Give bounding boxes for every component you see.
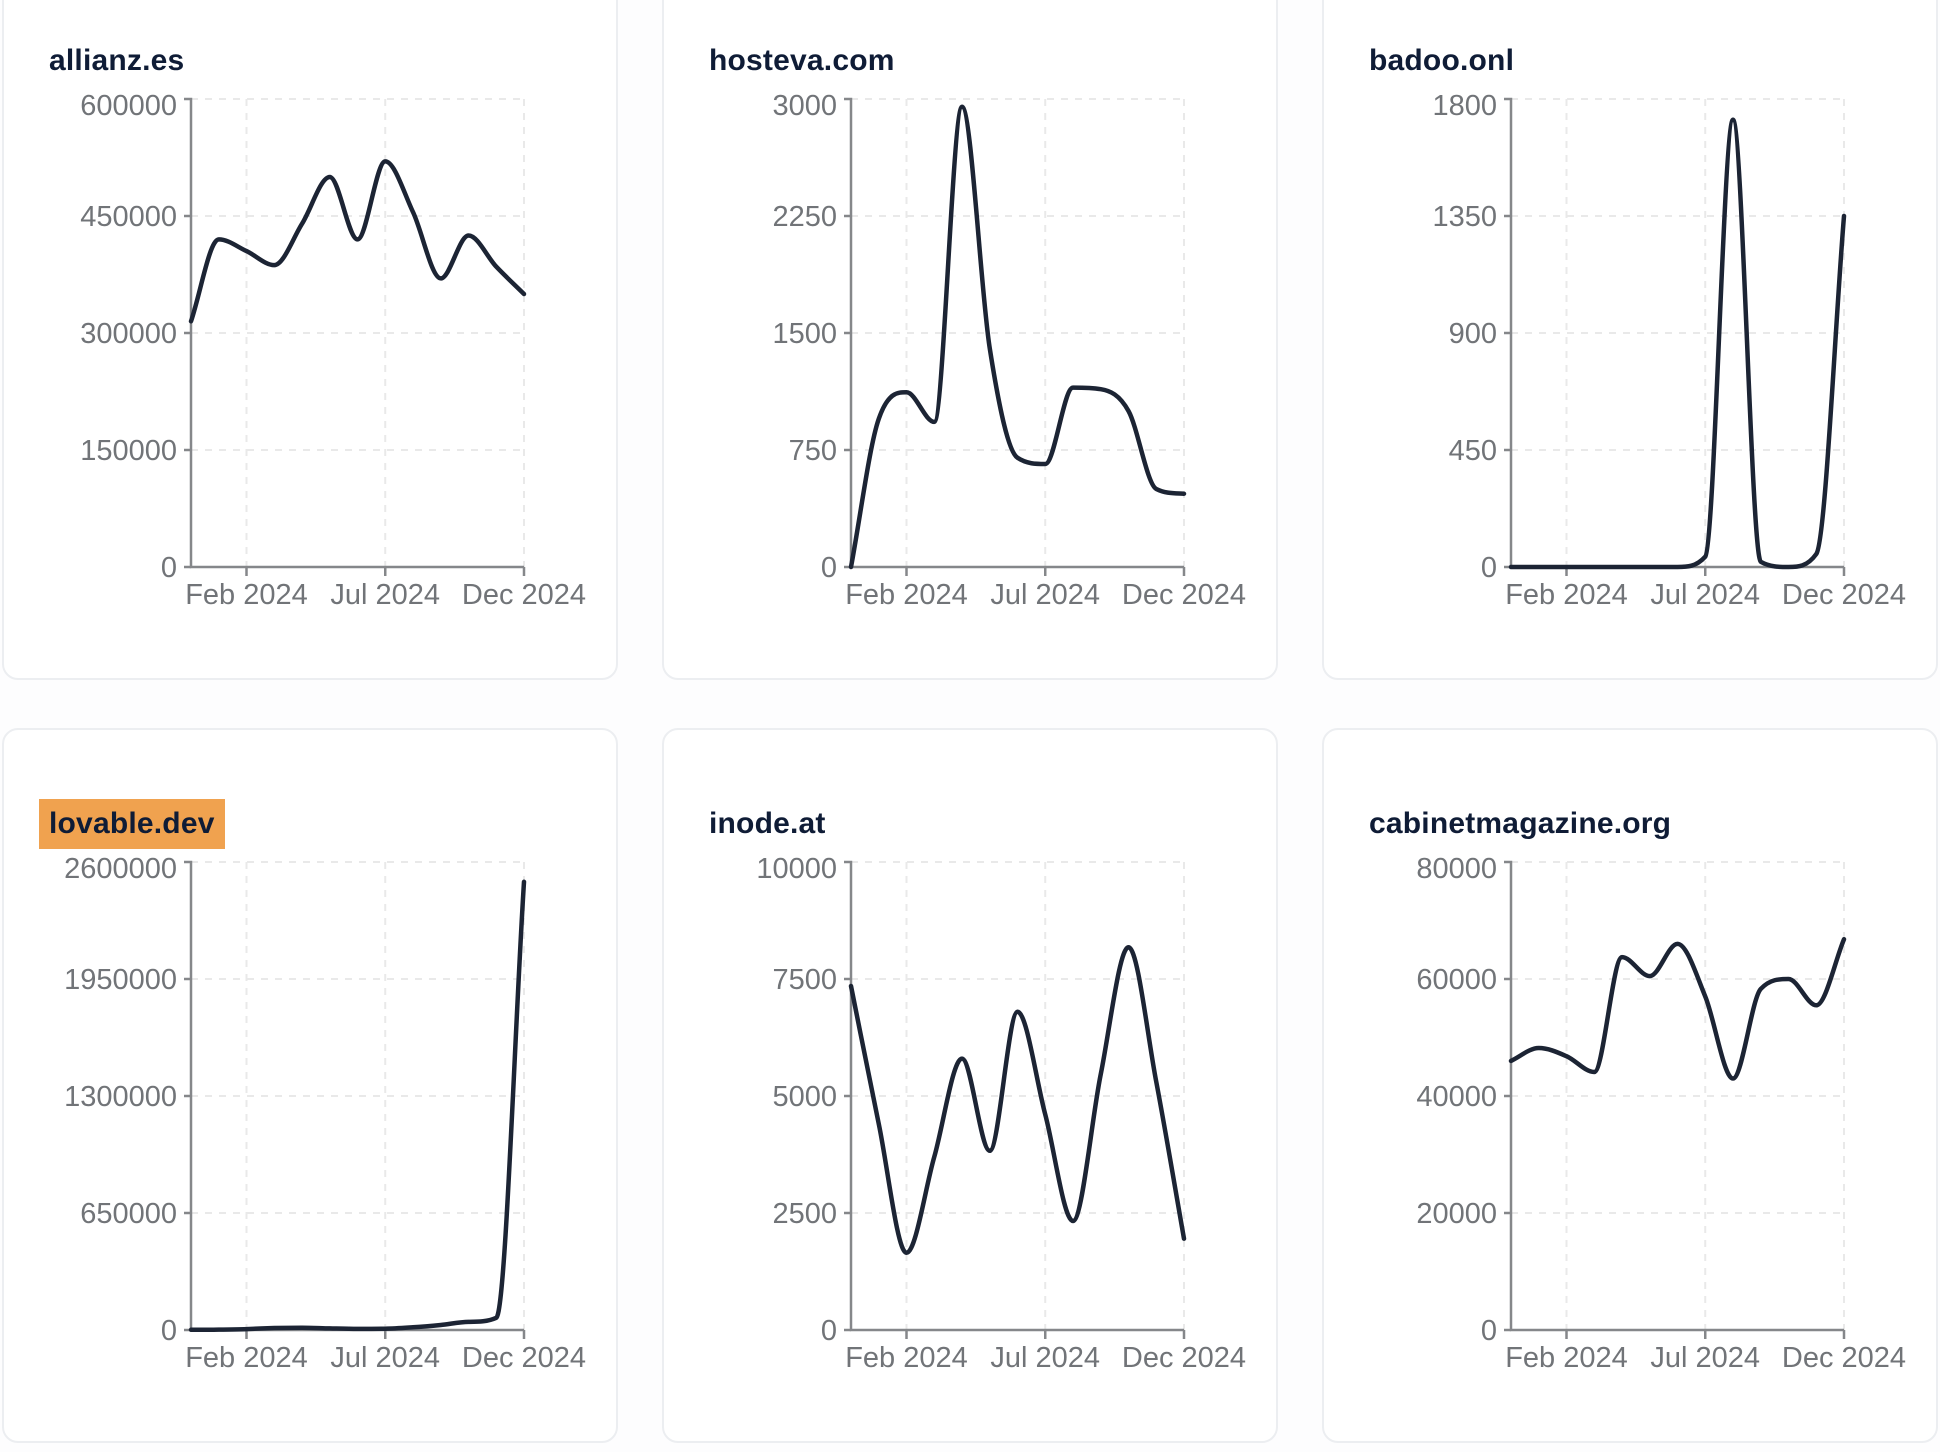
chart-title-text: badoo.onl — [1369, 43, 1515, 77]
y-tick-label: 1800 — [1432, 90, 1497, 122]
y-tick-label: 0 — [161, 552, 177, 584]
y-tick-label: 1950000 — [64, 964, 177, 996]
x-tick-label: Dec 2024 — [462, 579, 586, 611]
y-tick-label: 2250 — [772, 201, 837, 233]
y-tick-label: 2600000 — [64, 853, 177, 885]
y-tick-label: 450000 — [80, 201, 177, 233]
chart-title-text: inode.at — [709, 806, 826, 840]
chart-card-allianz.es: 0 150000 300000 450000 600000 Feb 2024 Jul 202… — [2, 0, 618, 680]
x-tick-label: Jul 2024 — [990, 579, 1100, 611]
chart-title: lovable.dev — [39, 798, 225, 849]
series-line — [1508, 936, 1847, 1081]
y-tick-label: 7500 — [772, 964, 837, 996]
chart-title: allianz.es — [39, 36, 194, 86]
line-chart: 0 650000 1300000 1950000 2600000 Feb 2024 Jul … — [64, 853, 586, 1374]
chart-card-inode.at: 0 2500 5000 7500 10000 Feb 2024 Jul 2024 Dec 20… — [662, 728, 1278, 1443]
y-tick-label: 600000 — [80, 90, 177, 122]
y-tick-label: 1300000 — [64, 1081, 177, 1113]
chart-title-text: lovable.dev — [39, 798, 225, 849]
series-line — [848, 104, 1187, 570]
y-tick-label: 80000 — [1416, 853, 1497, 885]
series-line — [188, 879, 527, 1333]
line-chart: 0 450 900 1350 1800 Feb 2024 Jul 2024 Dec 2024 — [1432, 90, 1906, 611]
series-line — [188, 159, 527, 324]
chart-card-cabinetmagazine.org: 0 20000 40000 60000 80000 Feb 2024 Jul 2024 Dec… — [1322, 728, 1938, 1443]
y-tick-label: 0 — [161, 1315, 177, 1347]
y-tick-label: 0 — [1481, 552, 1497, 584]
chart-card-lovable.dev: 0 650000 1300000 1950000 2600000 Feb 2024 Jul … — [2, 728, 618, 1443]
y-tick-label: 5000 — [772, 1081, 837, 1113]
y-tick-label: 900 — [1449, 318, 1497, 350]
line-chart: 0 150000 300000 450000 600000 Feb 2024 Jul 202… — [80, 90, 586, 611]
y-tick-label: 0 — [821, 552, 837, 584]
x-tick-label: Dec 2024 — [462, 1342, 586, 1374]
chart-card-hosteva.com: 0 750 1500 2250 3000 Feb 2024 Jul 2024 Dec 2024… — [662, 0, 1278, 680]
x-tick-label: Jul 2024 — [1650, 579, 1760, 611]
line-chart: 0 750 1500 2250 3000 Feb 2024 Jul 2024 Dec 2024 — [772, 90, 1246, 611]
line-chart: 0 20000 40000 60000 80000 Feb 2024 Jul 2024 Dec… — [1416, 853, 1906, 1374]
y-tick-label: 3000 — [772, 90, 837, 122]
x-tick-label: Feb 2024 — [185, 1342, 308, 1374]
chart-title: inode.at — [699, 799, 836, 849]
x-tick-label: Feb 2024 — [845, 1342, 968, 1374]
y-tick-label: 650000 — [80, 1198, 177, 1230]
x-tick-label: Jul 2024 — [1650, 1342, 1760, 1374]
chart-title-text: allianz.es — [49, 43, 185, 77]
y-tick-label: 300000 — [80, 318, 177, 350]
series-line — [848, 944, 1187, 1256]
x-tick-label: Feb 2024 — [1505, 1342, 1628, 1374]
y-tick-label: 450 — [1449, 435, 1497, 467]
y-tick-label: 750 — [789, 435, 837, 467]
chart-title-text: hosteva.com — [709, 43, 895, 77]
y-tick-label: 20000 — [1416, 1198, 1497, 1230]
y-tick-label: 150000 — [80, 435, 177, 467]
y-tick-label: 1500 — [772, 318, 837, 350]
y-tick-label: 60000 — [1416, 964, 1497, 996]
chart-title-text: cabinetmagazine.org — [1369, 806, 1672, 840]
y-tick-label: 0 — [1481, 1315, 1497, 1347]
x-tick-label: Feb 2024 — [185, 579, 308, 611]
x-tick-label: Feb 2024 — [1505, 579, 1628, 611]
chart-title: badoo.onl — [1359, 36, 1524, 86]
x-tick-label: Dec 2024 — [1122, 579, 1246, 611]
chart-title: hosteva.com — [699, 36, 905, 86]
x-tick-label: Dec 2024 — [1122, 1342, 1246, 1374]
x-tick-label: Dec 2024 — [1782, 579, 1906, 611]
x-tick-label: Feb 2024 — [845, 579, 968, 611]
x-tick-label: Jul 2024 — [330, 579, 440, 611]
y-tick-label: 0 — [821, 1315, 837, 1347]
y-tick-label: 2500 — [772, 1198, 837, 1230]
x-tick-label: Jul 2024 — [990, 1342, 1100, 1374]
y-tick-label: 10000 — [756, 853, 837, 885]
line-chart: 0 2500 5000 7500 10000 Feb 2024 Jul 2024 Dec 20… — [756, 853, 1246, 1374]
series-line — [1508, 117, 1847, 570]
chart-card-badoo.onl: 0 450 900 1350 1800 Feb 2024 Jul 2024 Dec 2024 … — [1322, 0, 1938, 680]
y-tick-label: 1350 — [1432, 201, 1497, 233]
x-tick-label: Dec 2024 — [1782, 1342, 1906, 1374]
x-tick-label: Jul 2024 — [330, 1342, 440, 1374]
chart-title: cabinetmagazine.org — [1359, 799, 1681, 849]
y-tick-label: 40000 — [1416, 1081, 1497, 1113]
